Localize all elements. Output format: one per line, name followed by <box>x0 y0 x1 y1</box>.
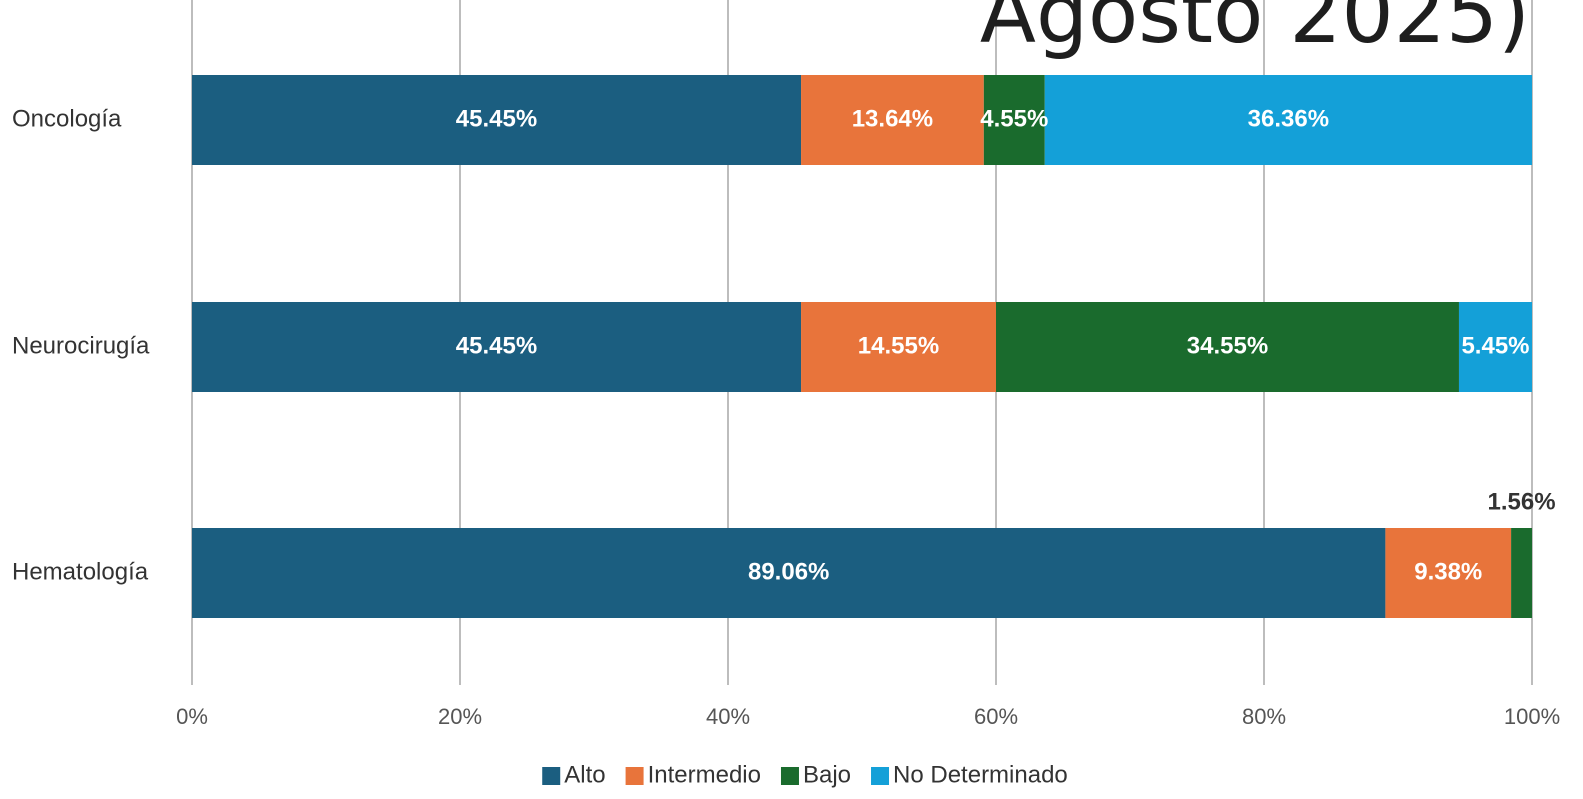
bar-segment <box>801 302 996 392</box>
category-label: Neurocirugía <box>12 332 150 359</box>
x-tick-label: 20% <box>438 704 482 729</box>
bar-segment <box>192 75 802 165</box>
bar-segment <box>1511 528 1532 618</box>
x-tick-label: 80% <box>1242 704 1286 729</box>
chart-title: Agosto 2025) <box>980 0 1530 62</box>
bar-segment <box>996 302 1459 392</box>
data-label: 1.56% <box>1488 488 1556 515</box>
data-label: 45.45% <box>456 105 537 132</box>
x-tick-label: 40% <box>706 704 750 729</box>
bars <box>192 75 1532 618</box>
legend-label: Bajo <box>803 761 851 788</box>
bar-segment <box>983 75 1045 165</box>
data-label: 9.38% <box>1414 558 1482 585</box>
bar-segment <box>801 75 984 165</box>
legend-label: Intermedio <box>648 761 761 788</box>
category-label: Oncología <box>12 105 122 132</box>
data-label: 14.55% <box>858 332 939 359</box>
legend-swatch <box>780 767 799 785</box>
x-tick-label: 100% <box>1504 704 1560 729</box>
legend-swatch <box>871 767 890 785</box>
legend-label: No Determinado <box>893 761 1068 788</box>
bar-segment <box>1385 528 1512 618</box>
data-label: 45.45% <box>456 332 537 359</box>
data-label: 4.55% <box>980 105 1048 132</box>
legend: Alto Intermedio Bajo No Determinado <box>542 761 1068 788</box>
bar-segment <box>1044 75 1532 165</box>
category-label: Hematología <box>12 558 149 585</box>
legend-label: Alto <box>564 761 605 788</box>
data-label: 13.64% <box>852 105 933 132</box>
bar-segment <box>192 302 802 392</box>
legend-swatch <box>625 767 644 785</box>
data-label: 5.45% <box>1461 332 1529 359</box>
x-tick-label: 0% <box>176 704 208 729</box>
data-label: 89.06% <box>748 558 829 585</box>
bar-segment <box>1458 302 1532 392</box>
data-label: 36.36% <box>1248 105 1329 132</box>
bar-segment <box>192 528 1386 618</box>
data-label: 34.55% <box>1187 332 1268 359</box>
legend-swatch <box>542 767 561 785</box>
x-tick-label: 60% <box>974 704 1018 729</box>
